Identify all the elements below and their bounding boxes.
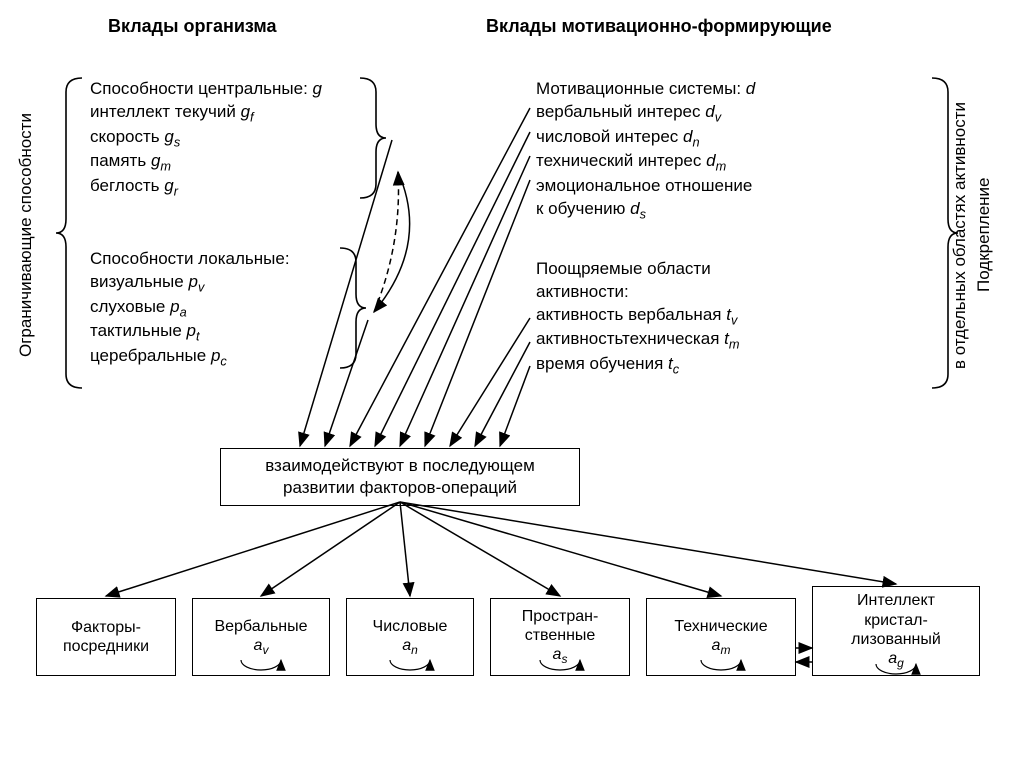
op-box-spatial: Простран-ственныеas bbox=[490, 598, 630, 676]
op-box-mediators: Факторы-посредники bbox=[36, 598, 176, 676]
header-right: Вклады мотивационно-формирующие bbox=[486, 16, 832, 37]
side-label-left: Ограничивающие способности bbox=[16, 80, 36, 390]
op-box-numeric: Числовыеan bbox=[346, 598, 474, 676]
center-interaction-box: взаимодействуют в последующем развитии ф… bbox=[220, 448, 580, 506]
op-box-technical: Техническиеam bbox=[646, 598, 796, 676]
right-group-motivation: Мотивационные системы: d вербальный инте… bbox=[536, 78, 916, 222]
left-group-central: Способности центральные: g интеллект тек… bbox=[90, 78, 390, 199]
left-group-local: Способности локальные: визуальные pv слу… bbox=[90, 248, 390, 369]
side-label-right-1: Подкрепление bbox=[974, 80, 994, 390]
side-label-right-2: в отдельных областях активности bbox=[950, 80, 970, 390]
right-group-encouraged: Поощряемые области активности: активност… bbox=[536, 258, 916, 378]
op-box-crystal: Интеллекткристал-лизованныйag bbox=[812, 586, 980, 676]
op-box-verbal: Вербальныеav bbox=[192, 598, 330, 676]
header-left: Вклады организма bbox=[108, 16, 277, 37]
